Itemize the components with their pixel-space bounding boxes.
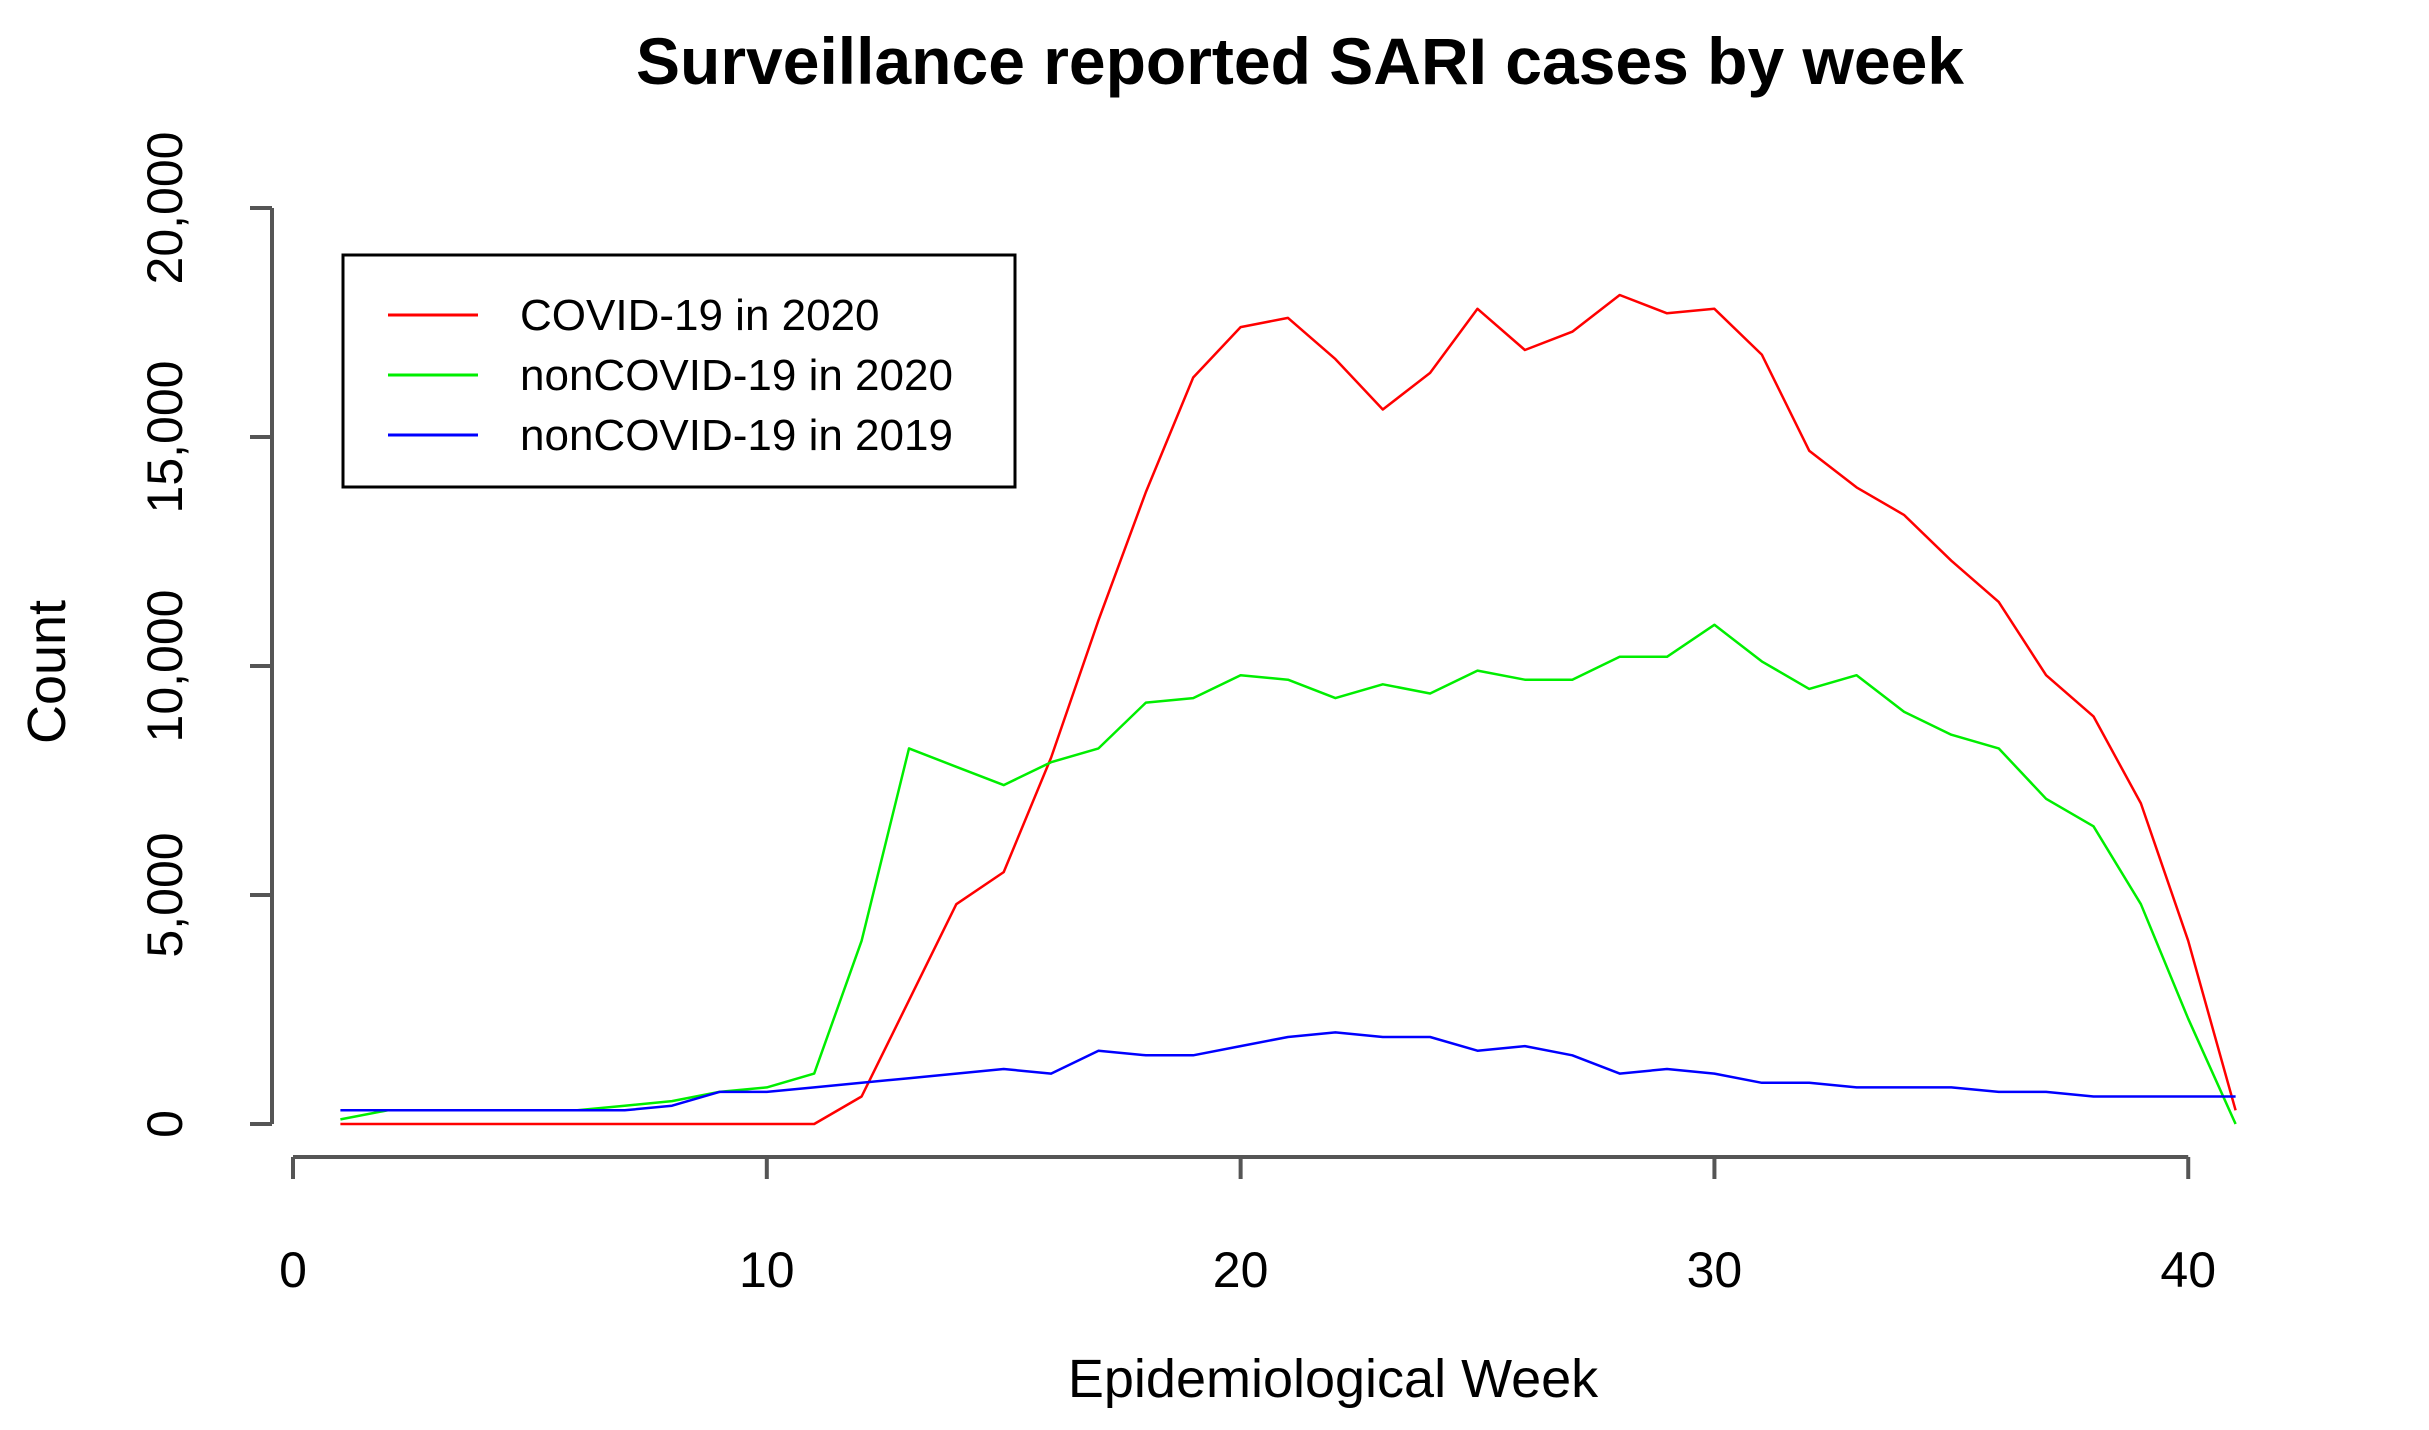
y-tick-label: 5,000	[137, 832, 193, 957]
x-axis-ticks: 0 10 20 30 40	[279, 1157, 2216, 1298]
legend-box	[341, 253, 1017, 489]
y-tick-label: 0	[137, 1110, 193, 1138]
series-line-3	[340, 1031, 2236, 1112]
x-tick-label: 0	[279, 1242, 307, 1298]
series-group	[340, 293, 2237, 1126]
chart-title: Surveillance reported SARI cases by week	[636, 24, 1964, 98]
legend-entry: COVID-19 in 2020	[520, 291, 880, 340]
x-axis-label: Epidemiological Week	[1068, 1349, 1599, 1409]
legend-entry: nonCOVID-19 in 2020	[520, 351, 953, 400]
y-tick-label: 15,000	[137, 361, 193, 514]
series-line-2	[340, 623, 2237, 1125]
legend: COVID-19 in 2020 nonCOVID-19 in 2020 nonCO…	[341, 253, 1017, 489]
y-axis-label: Count	[17, 600, 77, 744]
legend-entry: nonCOVID-19 in 2019	[520, 411, 953, 460]
y-axis-ticks: 0 5,000 10,000 15,000 20,000	[137, 132, 272, 1138]
y-tick-label: 20,000	[137, 132, 193, 285]
y-tick-label: 10,000	[137, 590, 193, 743]
x-tick-label: 40	[2160, 1242, 2216, 1298]
x-tick-label: 10	[739, 1242, 795, 1298]
x-tick-label: 30	[1687, 1242, 1743, 1298]
x-tick-label: 20	[1213, 1242, 1269, 1298]
series-line-1	[340, 293, 2237, 1126]
